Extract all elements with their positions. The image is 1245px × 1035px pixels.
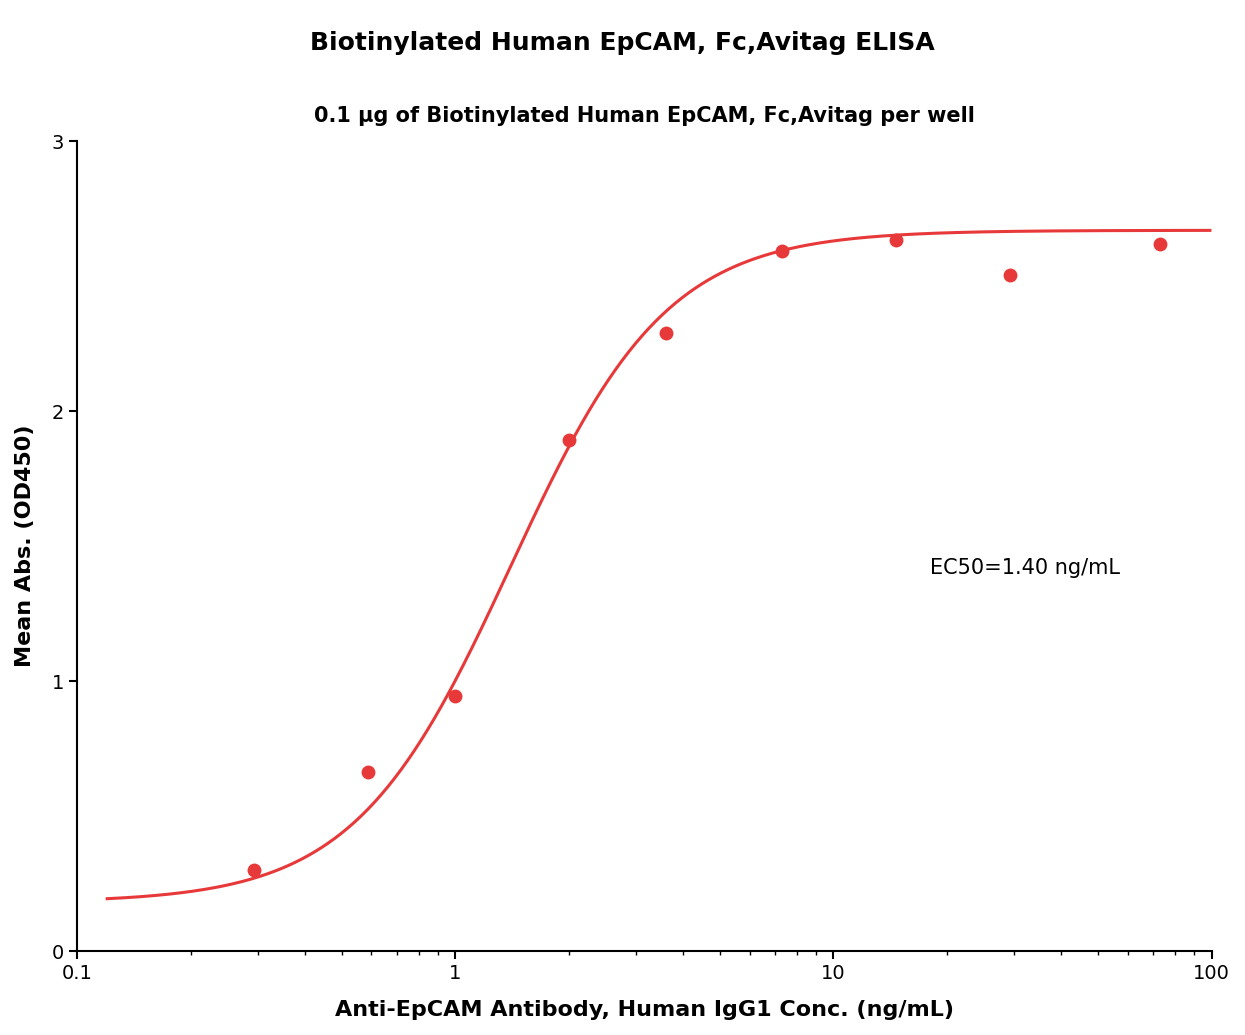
Point	[1000, 267, 1020, 284]
Title: 0.1 μg of Biotinylated Human EpCAM, Fc,Avitag per well: 0.1 μg of Biotinylated Human EpCAM, Fc,A…	[314, 106, 975, 125]
X-axis label: Anti-EpCAM Antibody, Human IgG1 Conc. (ng/mL): Anti-EpCAM Antibody, Human IgG1 Conc. (n…	[335, 1000, 954, 1021]
Point	[559, 432, 579, 448]
Text: Biotinylated Human EpCAM, Fc,Avitag ELISA: Biotinylated Human EpCAM, Fc,Avitag ELIS…	[310, 31, 935, 55]
Point	[656, 325, 676, 342]
Y-axis label: Mean Abs. (OD450): Mean Abs. (OD450)	[15, 425, 35, 668]
Text: EC50=1.40 ng/mL: EC50=1.40 ng/mL	[930, 558, 1120, 578]
Point	[1150, 236, 1170, 253]
Point	[772, 242, 792, 259]
Point	[244, 862, 264, 879]
Point	[886, 232, 906, 248]
Point	[446, 687, 466, 704]
Point	[357, 764, 377, 780]
